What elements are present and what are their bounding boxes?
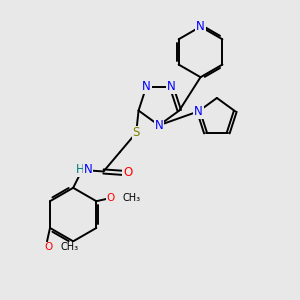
- Text: N: N: [167, 80, 176, 93]
- Text: N: N: [194, 105, 203, 118]
- Text: O: O: [106, 193, 115, 203]
- Text: H: H: [76, 164, 85, 176]
- Text: O: O: [44, 242, 52, 252]
- Text: CH₃: CH₃: [60, 242, 79, 252]
- Text: N: N: [142, 80, 151, 93]
- Text: O: O: [123, 167, 133, 179]
- Text: N: N: [154, 119, 163, 132]
- Text: N: N: [196, 20, 205, 33]
- Text: N: N: [84, 164, 92, 176]
- Text: S: S: [133, 126, 140, 139]
- Text: CH₃: CH₃: [122, 193, 141, 203]
